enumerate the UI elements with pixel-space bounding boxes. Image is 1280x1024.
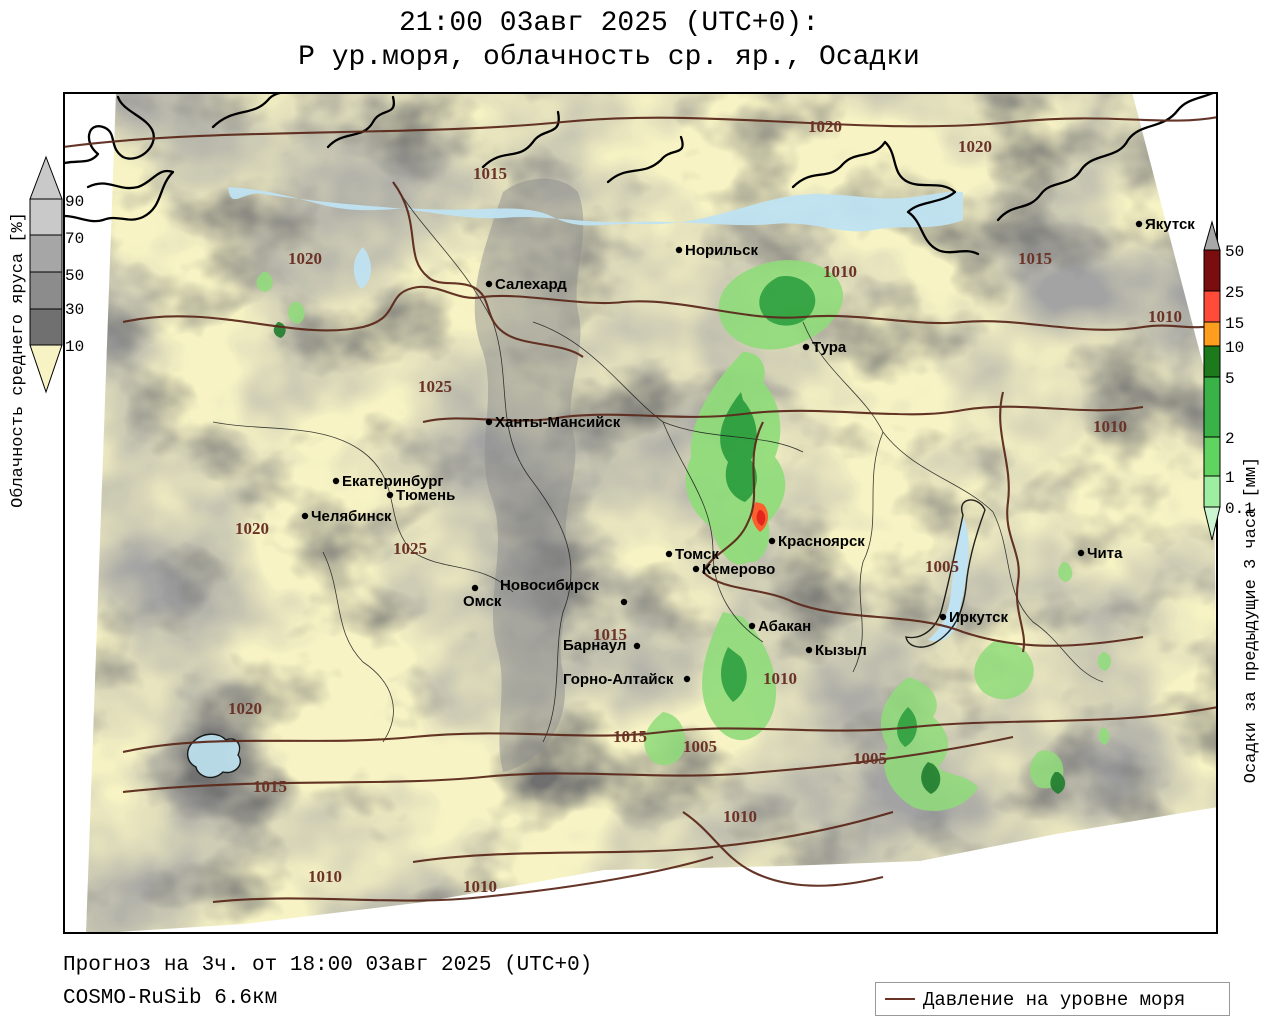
- svg-text:1015: 1015: [253, 777, 287, 796]
- svg-text:Осадки за предыдущие 3 часа [м: Осадки за предыдущие 3 часа [мм]: [1242, 457, 1261, 783]
- svg-text:5: 5: [1225, 370, 1235, 388]
- svg-text:1020: 1020: [808, 117, 842, 136]
- svg-text:1010: 1010: [763, 669, 797, 688]
- svg-text:Ханты-Мансийск: Ханты-Мансийск: [495, 414, 621, 431]
- svg-text:1005: 1005: [683, 737, 717, 756]
- svg-text:1020: 1020: [288, 249, 322, 268]
- svg-text:50: 50: [1225, 243, 1244, 261]
- svg-text:1005: 1005: [853, 749, 887, 768]
- svg-text:Горно-Алтайск: Горно-Алтайск: [563, 671, 674, 688]
- svg-text:Тюмень: Тюмень: [396, 487, 455, 504]
- svg-text:1020: 1020: [958, 137, 992, 156]
- svg-text:1025: 1025: [393, 539, 427, 558]
- svg-text:10: 10: [65, 338, 84, 356]
- svg-text:1020: 1020: [228, 699, 262, 718]
- svg-text:1015: 1015: [613, 727, 647, 746]
- svg-text:1015: 1015: [1018, 249, 1052, 268]
- svg-text:1: 1: [1225, 469, 1235, 487]
- svg-text:Абакан: Абакан: [758, 618, 811, 635]
- svg-text:90: 90: [65, 193, 84, 211]
- svg-text:Красноярск: Красноярск: [778, 533, 865, 550]
- svg-text:1010: 1010: [1093, 417, 1127, 436]
- svg-text:Барнаул: Барнаул: [563, 637, 626, 654]
- svg-text:1020: 1020: [235, 519, 269, 538]
- svg-text:1010: 1010: [723, 807, 757, 826]
- svg-text:1005: 1005: [925, 557, 959, 576]
- svg-text:25: 25: [1225, 284, 1244, 302]
- svg-text:1010: 1010: [308, 867, 342, 886]
- svg-text:2: 2: [1225, 430, 1235, 448]
- svg-text:Норильск: Норильск: [685, 242, 758, 259]
- svg-text:1015: 1015: [473, 164, 507, 183]
- svg-text:Салехард: Салехард: [495, 276, 567, 293]
- svg-text:70: 70: [65, 230, 84, 248]
- svg-text:Якутск: Якутск: [1145, 216, 1195, 233]
- svg-text:Чита: Чита: [1087, 545, 1123, 562]
- svg-text:Тура: Тура: [812, 339, 847, 356]
- svg-text:Давление на уровне моря: Давление на уровне моря: [923, 989, 1185, 1011]
- svg-text:Челябинск: Челябинск: [311, 508, 392, 525]
- svg-text:1010: 1010: [463, 877, 497, 896]
- svg-text:1010: 1010: [1148, 307, 1182, 326]
- svg-text:30: 30: [65, 301, 84, 319]
- svg-text:Кызыл: Кызыл: [815, 642, 867, 659]
- svg-text:50: 50: [65, 267, 84, 285]
- svg-text:10: 10: [1225, 339, 1244, 357]
- svg-text:15: 15: [1225, 315, 1244, 333]
- svg-text:Новосибирск: Новосибирск: [500, 577, 600, 594]
- svg-text:Омск: Омск: [463, 593, 502, 610]
- svg-text:Иркутск: Иркутск: [949, 609, 1008, 626]
- svg-text:1025: 1025: [418, 377, 452, 396]
- svg-text:1010: 1010: [823, 262, 857, 281]
- svg-text:Кемерово: Кемерово: [702, 561, 775, 578]
- svg-text:Облачность среднего яруса [%]: Облачность среднего яруса [%]: [9, 212, 28, 508]
